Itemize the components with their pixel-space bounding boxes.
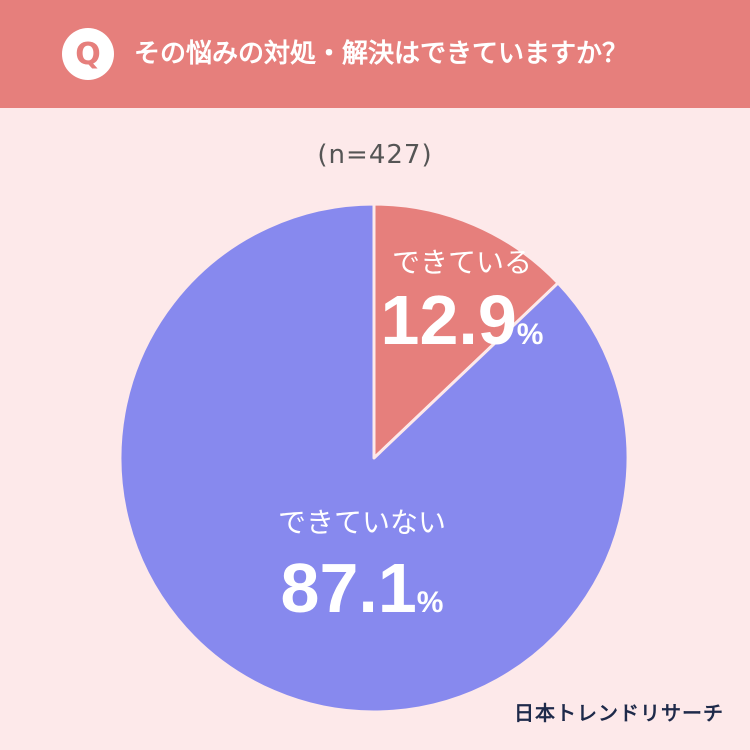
slice-label-done: できている xyxy=(392,246,532,279)
question-header: Q その悩みの対処・解決はできていますか？ xyxy=(0,0,750,108)
slice-value-done: 12.9% xyxy=(381,281,544,359)
question-badge: Q xyxy=(62,28,114,80)
brand-logo: 日本トレンドリサーチ xyxy=(514,701,724,725)
question-text: その悩みの対処・解決はできていますか？ xyxy=(134,39,629,69)
slice-value-not-done: 87.1% xyxy=(281,549,444,627)
slice-label-not-done: できていない xyxy=(278,506,446,539)
pie-slice-done xyxy=(372,202,560,460)
pie-slice-not-done xyxy=(118,202,630,714)
sample-size-label: (n=427) xyxy=(317,140,433,170)
